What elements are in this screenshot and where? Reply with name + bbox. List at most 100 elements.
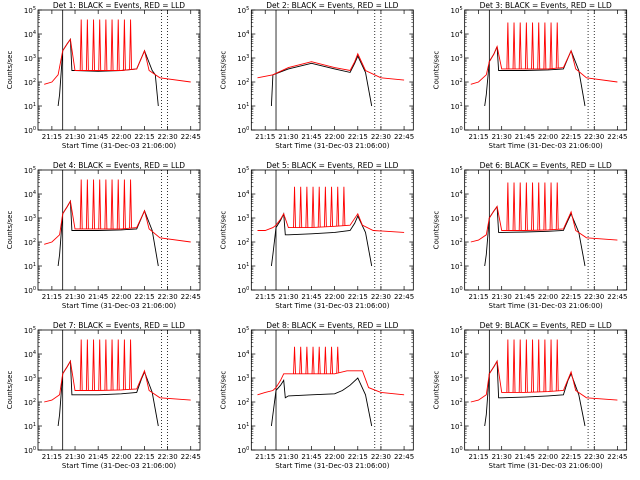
y-tick-label: 102 — [237, 238, 249, 247]
y-axis-label: Counts/sec — [219, 211, 227, 250]
plot-frame — [250, 169, 414, 291]
lld-spike — [85, 179, 89, 229]
x-axis: 21:15 21:30 21:45 22:00 22:15 22:30 22:45 — [42, 330, 201, 461]
y-tick-label: 103 — [24, 54, 36, 63]
chart-title: Det 4: BLACK = Events, RED = LLD — [53, 161, 185, 170]
y-tick-label: 100 — [24, 126, 36, 135]
x-tick-label: 22:15 — [348, 133, 368, 141]
y-tick-label: 105 — [237, 166, 249, 175]
x-tick-label: 22:00 — [325, 293, 345, 301]
x-tick-label: 22:00 — [325, 133, 345, 141]
x-tick-label: 21:15 — [468, 293, 488, 301]
x-tick-label: 21:15 — [42, 133, 62, 141]
x-tick-label: 21:30 — [492, 133, 512, 141]
y-tick-label: 100 — [451, 446, 463, 455]
lld-spike — [317, 186, 321, 228]
x-axis: 21:15 21:30 21:45 22:00 22:15 22:30 22:45 — [468, 170, 627, 301]
y-tick-label: 103 — [237, 54, 249, 63]
y-tick-label: 101 — [451, 422, 463, 431]
y-axis-label: Counts/sec — [6, 51, 14, 90]
x-tick-label: 22:30 — [371, 293, 391, 301]
x-axis: 21:15 21:30 21:45 22:00 22:15 22:30 22:45 — [255, 10, 414, 141]
lld-spike — [549, 339, 553, 392]
y-axis: 100 101 102 103 104 105 — [24, 326, 200, 455]
lld-spike — [323, 346, 327, 374]
lld-spike — [293, 346, 296, 374]
y-tick-label: 102 — [24, 78, 36, 87]
y-tick-label: 100 — [451, 126, 463, 135]
x-tick-label: 22:45 — [181, 133, 201, 141]
chart-panel-9: Det 9: BLACK = Events, RED = LLD10010110… — [433, 321, 628, 470]
x-tick-label: 22:15 — [561, 453, 581, 461]
x-tick-label: 21:15 — [255, 453, 275, 461]
x-tick-label: 21:30 — [65, 453, 85, 461]
chart-title: Det 9: BLACK = Events, RED = LLD — [480, 321, 612, 330]
y-tick-label: 103 — [451, 214, 463, 223]
lld-spike — [85, 339, 89, 391]
x-axis-label: Start Time (31-Dec-03 21:06:00) — [62, 462, 176, 470]
x-tick-label: 21:15 — [468, 453, 488, 461]
chart-title: Det 2: BLACK = Events, RED = LLD — [266, 1, 398, 10]
x-tick-label: 21:30 — [65, 133, 85, 141]
y-tick-label: 102 — [451, 238, 463, 247]
x-tick-label: 22:15 — [134, 293, 154, 301]
lld-spike — [317, 346, 321, 374]
lld-spike — [506, 182, 510, 231]
y-tick-label: 100 — [237, 446, 249, 455]
lld-spike — [336, 186, 340, 227]
y-tick-label: 105 — [237, 6, 249, 15]
lld-spike — [512, 22, 516, 69]
lld-spike — [110, 179, 114, 229]
x-axis-label: Start Time (31-Dec-03 21:06:00) — [489, 142, 603, 150]
x-tick-label: 21:30 — [278, 453, 298, 461]
lld-spike — [543, 22, 547, 69]
series-black-events — [484, 46, 586, 107]
x-tick-label: 22:15 — [348, 293, 368, 301]
x-tick-label: 22:00 — [538, 133, 558, 141]
x-tick-label: 22:45 — [607, 453, 627, 461]
lld-spike — [122, 179, 126, 229]
lld-spike — [531, 22, 534, 69]
plot-frame — [37, 9, 201, 131]
lld-spike — [531, 339, 534, 393]
x-tick-label: 22:15 — [134, 453, 154, 461]
x-tick-label: 22:00 — [538, 453, 558, 461]
y-tick-label: 100 — [237, 126, 249, 135]
y-tick-label: 103 — [237, 374, 249, 383]
y-axis-label: Counts/sec — [433, 371, 441, 410]
lld-spike — [518, 182, 522, 231]
x-axis: 21:15 21:30 21:45 22:00 22:15 22:30 22:45 — [468, 10, 627, 141]
y-tick-label: 102 — [24, 398, 36, 407]
x-tick-label: 21:45 — [515, 453, 535, 461]
x-tick-label: 21:45 — [301, 453, 321, 461]
series-line — [484, 359, 586, 427]
chart-title: Det 7: BLACK = Events, RED = LLD — [53, 321, 185, 330]
y-axis: 100 101 102 103 104 105 — [237, 326, 414, 455]
lld-spike — [98, 19, 102, 71]
x-tick-label: 22:30 — [584, 453, 604, 461]
series-line — [484, 46, 586, 107]
x-axis: 21:15 21:30 21:45 22:00 22:15 22:30 22:45 — [42, 170, 201, 301]
y-axis: 100 101 102 103 104 105 — [24, 6, 200, 135]
plot-frame — [37, 329, 201, 451]
x-tick-label: 21:45 — [515, 293, 535, 301]
y-tick-label: 103 — [237, 214, 249, 223]
lld-spike — [323, 186, 327, 227]
x-tick-label: 22:15 — [561, 133, 581, 141]
y-tick-label: 105 — [24, 166, 36, 175]
y-tick-label: 102 — [237, 398, 249, 407]
x-axis-label: Start Time (31-Dec-03 21:06:00) — [62, 142, 176, 150]
lld-spike — [537, 339, 541, 392]
series-black-events — [484, 359, 586, 427]
chart-panel-4: Det 4: BLACK = Events, RED = LLD10010110… — [6, 161, 201, 310]
plot-frame — [464, 169, 628, 291]
series-black-events — [270, 377, 373, 427]
series-line — [57, 37, 159, 107]
x-axis-label: Start Time (31-Dec-03 21:06:00) — [275, 462, 389, 470]
lld-spike — [129, 19, 133, 70]
y-tick-label: 102 — [237, 78, 249, 87]
x-tick-label: 22:45 — [394, 293, 414, 301]
x-tick-label: 22:15 — [134, 133, 154, 141]
x-tick-label: 22:30 — [158, 133, 178, 141]
chart-panel-8: Det 8: BLACK = Events, RED = LLD10010110… — [219, 321, 414, 470]
